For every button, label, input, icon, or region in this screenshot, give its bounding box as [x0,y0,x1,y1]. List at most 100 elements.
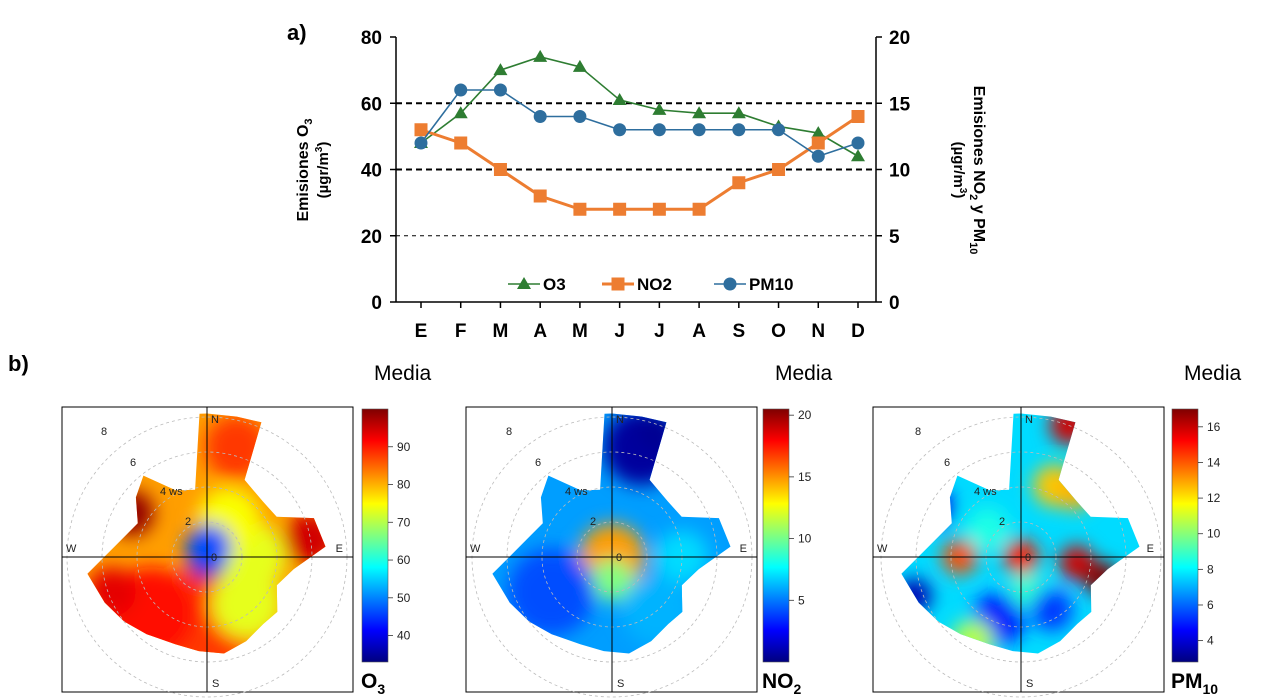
polar-radial-label: 2 [999,516,1005,528]
x-tick-label: S [732,321,745,342]
legend-label: PM10 [749,275,793,294]
polar-radial-label: 8 [506,426,512,438]
colorbar-tick-label: 40 [397,629,411,643]
polar-center-label: 0 [616,552,622,564]
left-tick-label: 80 [361,28,382,49]
polar-value-spot [186,523,232,570]
left-tick-label: 40 [361,161,382,182]
data-point-no2 [493,163,507,176]
colorbar-tick-label: 80 [397,478,411,492]
pollutant-label-subscript: 10 [1203,681,1219,697]
compass-label-w: W [470,543,481,555]
pollutant-label-subscript: 2 [794,681,802,697]
data-point-no2 [613,202,627,216]
colorbar-title: Media [374,362,432,385]
polar-radial-label: 8 [101,426,107,438]
legend-marker [611,277,625,291]
compass-label-s: S [1026,678,1033,690]
legend-item-no2: NO2 [602,275,672,294]
data-point-pm10 [454,83,468,97]
legend-label: O3 [543,275,566,294]
right-axis-ticks: 0 5 10 15 20 [876,28,911,314]
data-point-pm10 [692,123,706,137]
data-point-pm10 [613,123,627,137]
data-point-o3 [453,106,468,119]
data-point-o3 [572,59,587,72]
pollutant-label: NO2 [762,670,802,697]
x-tick-label: O [771,321,786,342]
pollutant-label: PM10 [1171,670,1218,697]
colorbar-tick-label: 8 [1207,562,1214,576]
colorbar [361,408,389,663]
compass-label-e: E [1147,543,1154,555]
compass-label-s: S [617,678,624,690]
polar-radial-label: 4 ws [565,486,588,498]
data-point-o3 [811,126,826,139]
pollutant-label: O3 [361,670,385,697]
colorbar-tick-label: 50 [397,591,411,605]
series-no2 [414,110,865,216]
colorbar-tick-label: 20 [798,408,812,422]
data-point-no2 [851,110,865,123]
legend-item-pm10: PM10 [714,275,793,294]
colorbar-tick-label: 60 [397,553,411,567]
legend-item-o3: O3 [508,275,566,294]
data-point-no2 [732,176,746,190]
data-point-o3 [652,102,667,115]
right-tick-label: 15 [889,94,911,115]
line-chart-legend: O3 NO2 PM10 [508,275,793,294]
right-tick-label: 0 [889,293,900,314]
data-point-no2 [533,189,547,203]
data-point-o3 [533,49,548,62]
polar-value-spot [1030,589,1073,632]
data-point-no2 [573,202,587,216]
colorbar-title: Media [1184,362,1242,385]
right-tick-label: 20 [889,28,910,49]
data-point-pm10 [493,83,507,97]
series-line-no2 [420,115,859,211]
x-tick-label: M [572,321,588,342]
series-pm10 [414,83,865,163]
left-tick-label: 0 [371,293,382,314]
data-point-pm10 [533,110,547,123]
svg-text:(µgr/m3): (µgr/m3) [314,142,332,199]
data-point-no2 [811,136,825,150]
line-chart-series [414,49,865,216]
data-point-o3 [731,106,746,119]
line-chart-gridlines [396,102,876,237]
compass-label-e: E [336,543,343,555]
colorbar-tick-label: 10 [798,532,812,546]
polar-value-spot [1059,545,1095,581]
data-point-pm10 [811,149,825,163]
data-point-pm10 [573,110,587,123]
x-tick-label: A [533,321,547,342]
legend-label: NO2 [637,275,672,294]
left-tick-label: 20 [361,227,382,248]
left-axis-ticks: 0 20 40 60 80 [361,28,396,314]
colorbar [1171,408,1199,663]
data-point-o3 [851,149,865,162]
polar-radial-label: 6 [130,457,136,469]
data-point-no2 [652,202,666,216]
polar-value-spot [966,507,1009,550]
data-point-pm10 [732,123,746,137]
colorbar-tick-label: 70 [397,515,411,529]
svg-text:(µgr/m3): (µgr/m3) [950,142,968,199]
polar-radial-label: 2 [590,516,596,528]
data-point-o3 [612,92,627,105]
colorbar-tick-label: 15 [798,470,812,484]
data-point-pm10 [414,136,428,150]
colorbar-tick-label: 90 [397,440,411,454]
polar-value-spot [211,568,282,639]
colorbar-tick-label: 14 [1207,455,1221,469]
compass-label-n: N [616,414,624,426]
polar-center-label: 0 [1025,552,1031,564]
colorbar-tick-label: 6 [1207,598,1214,612]
compass-label-w: W [877,543,888,555]
pollutant-label-main: NO [762,670,794,693]
compass-label-n: N [1025,414,1033,426]
colorbar-tick-label: 10 [1207,527,1221,541]
